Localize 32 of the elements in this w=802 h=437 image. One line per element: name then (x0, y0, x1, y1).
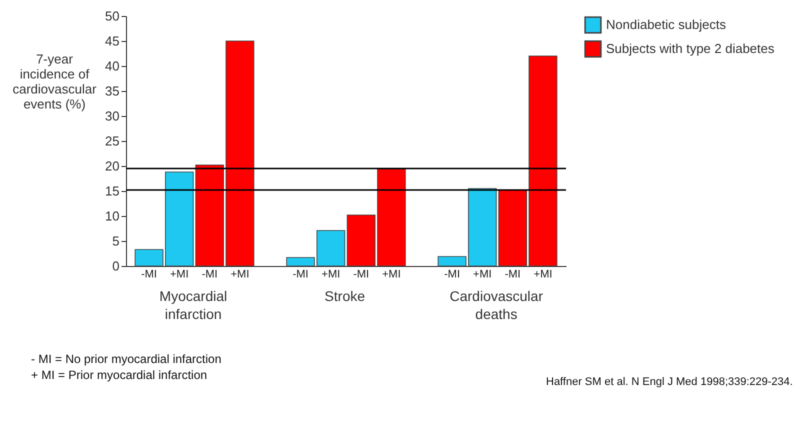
y-tick-label: 50 (105, 8, 120, 24)
text: Cardiovascular deaths (450, 288, 544, 322)
text: Myocardial infarction (159, 288, 228, 322)
y-tick-label: 35 (105, 84, 120, 98)
x-tick-label: -MI (353, 268, 370, 280)
x-tick-label: +MI (473, 268, 492, 280)
legend-label: Nondiabetic subjects (606, 17, 726, 32)
x-tick-label: -MI (292, 268, 308, 280)
y-tick-label: 25 (105, 134, 120, 148)
y-tick-label: 10 (105, 208, 120, 224)
x-tick-label: -MI (202, 268, 218, 280)
x-tick-label: +MI (534, 268, 552, 280)
text: - MI = No prior myocardial infarction (31, 352, 222, 366)
x-tick-label: -MI (141, 268, 157, 280)
y-axis-title: 7-year incidence of cardiovascular events (%) (12, 52, 98, 112)
text: Haffner SM et al. N Engl J Med 1998;339:229-234. (546, 376, 793, 388)
legend-label: Subjects with type 2 diabetes (606, 41, 775, 56)
x-tick-label: +MI (322, 268, 340, 280)
x-tick-label: -MI (444, 268, 460, 280)
y-tick-label: 15 (105, 184, 120, 198)
y-tick-label: 40 (105, 58, 120, 74)
y-tick-label: 20 (105, 158, 120, 174)
y-tick-label: 45 (105, 34, 120, 48)
y-tick-label: 5 (112, 234, 120, 248)
y-tick-label: 0 (112, 258, 120, 274)
x-tick-label: +MI (230, 268, 250, 280)
y-tick-label: 30 (105, 108, 120, 124)
x-tick-label: +MI (170, 268, 189, 280)
text: + MI = Prior myocardial infarction (31, 368, 208, 382)
x-tick-label: -MI (504, 268, 521, 280)
x-tick-label: +MI (382, 268, 401, 280)
text: Stroke (324, 288, 366, 304)
